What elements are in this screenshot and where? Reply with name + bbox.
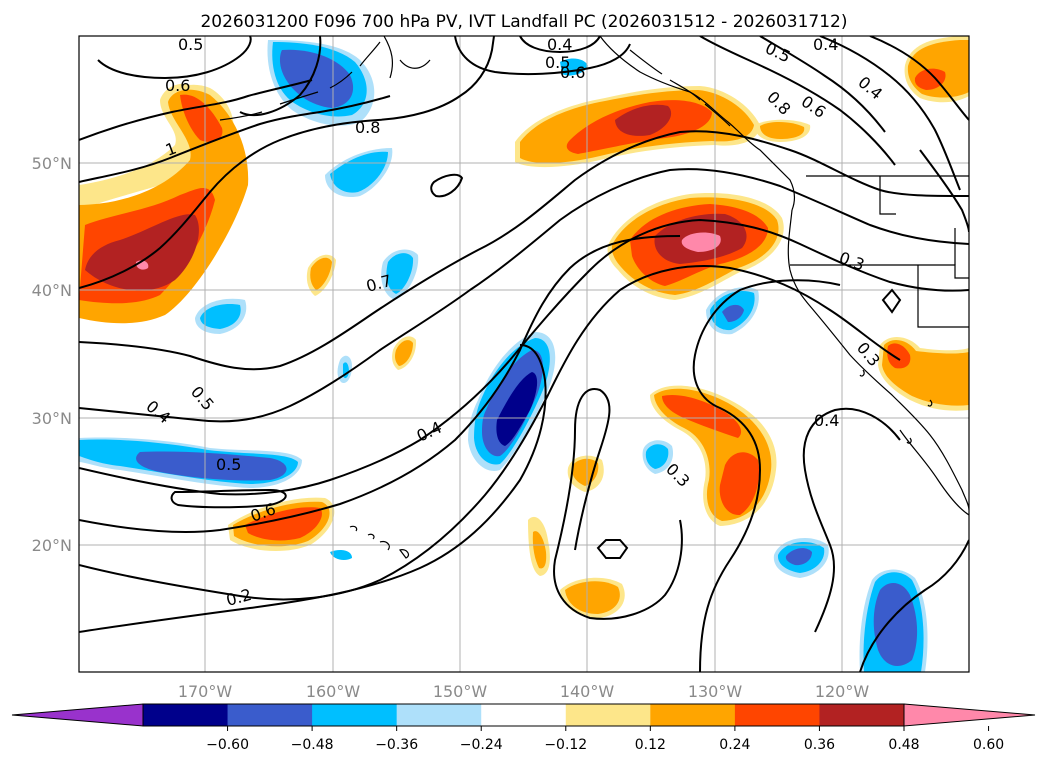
lon-label: 120°W: [815, 682, 870, 701]
map-frame: [78, 35, 970, 673]
contour-label: 0.8: [355, 118, 380, 137]
lat-label: 30°N: [32, 409, 72, 428]
colorbar-tick-label: −0.24: [460, 737, 503, 753]
colorbar-segment: [650, 704, 736, 726]
colorbar-segment: [143, 704, 229, 726]
colorbar-segment: [312, 704, 398, 726]
colorbar-tick-label: 0.48: [888, 737, 919, 753]
colorbar-extend-max: [903, 703, 1036, 727]
coastlines: [219, 36, 969, 559]
contour-label: 0.5: [545, 53, 570, 72]
latitude-labels: 50°N 40°N 30°N 20°N: [32, 154, 72, 555]
lat-label: 40°N: [32, 281, 72, 300]
contour-label: 0.4: [814, 411, 839, 430]
lon-label: 150°W: [433, 682, 488, 701]
colorbar-tick-label: 0.24: [719, 737, 750, 753]
colorbar-segment: [819, 704, 905, 726]
colorbar-tick-label: −0.36: [375, 737, 418, 753]
colorbar-segment: [227, 704, 313, 726]
colorbar-segment: [565, 704, 651, 726]
colorbar: −0.60 −0.48 −0.36 −0.24 −0.12 0.12 0.24 0.36 0.4…: [11, 703, 1036, 753]
colorbar-tick-label: −0.12: [544, 737, 587, 753]
lat-label: 50°N: [32, 154, 72, 173]
colorbar-tick-label: 0.36: [804, 737, 835, 753]
contour-label: 0.4: [813, 35, 838, 54]
colorbar-tick-label: 0.60: [973, 737, 1004, 753]
contour-label: 0.5: [178, 35, 203, 54]
contour-label: 0.5: [216, 455, 241, 474]
pv-contours: [79, 36, 969, 672]
lon-label: 130°W: [688, 682, 743, 701]
map-content: 0.5 0.6 1 0.8 0.4 0.5 0.6 0.5 0.8 0.6 0.…: [79, 35, 969, 672]
colorbar-tick-label: 0.12: [635, 737, 666, 753]
figure-title: 2026031200 F096 700 hPa PV, IVT Landfall…: [200, 12, 847, 32]
lon-label: 170°W: [178, 682, 233, 701]
lon-label: 140°W: [560, 682, 615, 701]
colorbar-segment: [481, 704, 567, 726]
lon-label: 160°W: [306, 682, 361, 701]
colorbar-segment: [396, 704, 482, 726]
colorbar-segment: [734, 704, 820, 726]
colorbar-outline: [142, 703, 905, 727]
longitude-labels: 170°W 160°W 150°W 140°W 130°W 120°W: [178, 682, 870, 701]
colorbar-extend-min: [11, 703, 144, 727]
lat-label: 20°N: [32, 536, 72, 555]
ivt-pc-shading: [79, 36, 969, 672]
contour-label: 0.6: [165, 76, 190, 95]
colorbar-tick-label: −0.48: [291, 737, 334, 753]
contour-label: 0.6: [560, 63, 585, 82]
colorbar-tick-label: −0.60: [206, 737, 249, 753]
contour-label: 0.4: [547, 35, 572, 54]
